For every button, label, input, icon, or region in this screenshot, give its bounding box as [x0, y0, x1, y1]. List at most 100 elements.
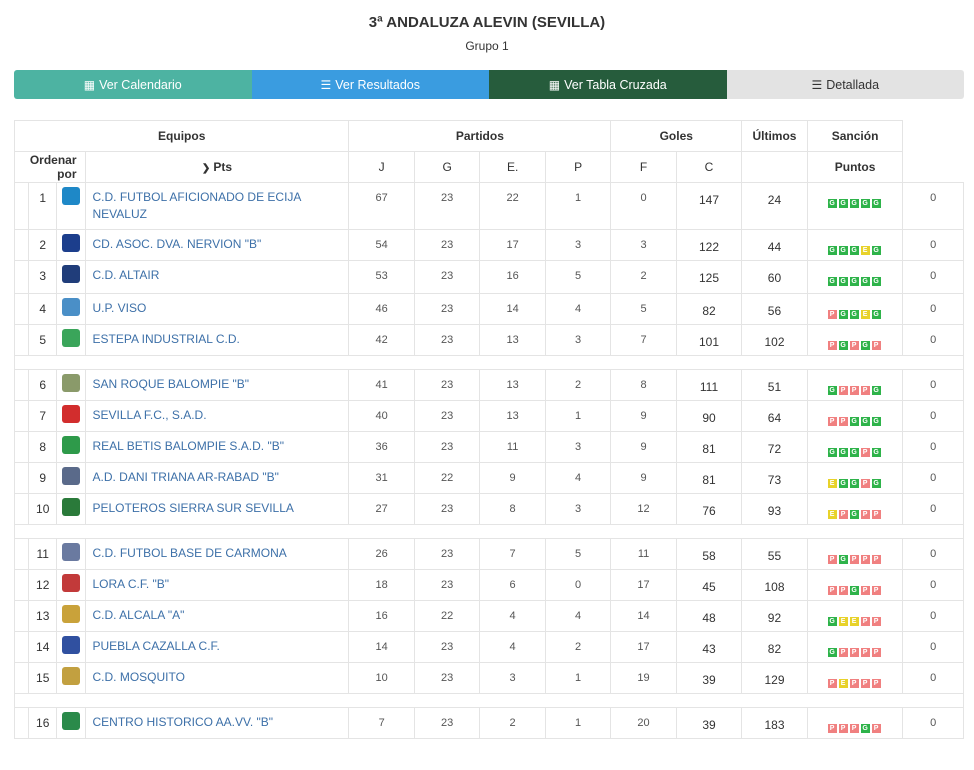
- team-points: 40: [348, 400, 415, 432]
- j-header: J: [348, 151, 415, 183]
- team-won: 3: [479, 662, 546, 694]
- team-crest-icon: [61, 265, 80, 283]
- team-goals-for: 111: [675, 369, 743, 401]
- table-row: 6 SAN ROQUE BALOMPIE "B" 41 23 13 2 8 111 51 G P P P…: [13, 369, 964, 401]
- result-badge: P: [860, 448, 870, 457]
- team-logo-cell: [56, 462, 86, 494]
- row-pad: [13, 493, 30, 525]
- result-badge: P: [860, 679, 870, 688]
- team-sanction: 0: [902, 707, 964, 739]
- team-goals-against: 73: [741, 462, 808, 494]
- team-name-link[interactable]: C.D. MOSQUITO: [84, 662, 350, 694]
- team-drawn: 5: [544, 260, 612, 294]
- team-played: 23: [413, 293, 481, 325]
- table-row: 2 CD. ASOC. DVA. NERVION "B" 54 23 17 3 3 122 44…: [13, 229, 964, 261]
- separator-cell: [14, 693, 964, 708]
- result-badge: P: [838, 724, 848, 733]
- team-name-link[interactable]: REAL BETIS BALOMPIE S.A.D. "B": [84, 431, 350, 463]
- team-sanction: 0: [902, 182, 964, 230]
- team-drawn: 4: [544, 600, 612, 632]
- team-name-link[interactable]: SEVILLA F.C., S.A.D.: [84, 400, 350, 432]
- team-position: 11: [28, 538, 58, 570]
- team-lost: 5: [610, 293, 677, 325]
- team-won: 22: [479, 182, 546, 230]
- cross-table-button[interactable]: ▦ Ver Tabla Cruzada: [489, 70, 727, 99]
- result-badge: G: [838, 277, 848, 286]
- result-badge: P: [860, 510, 870, 519]
- team-goals-against: 24: [741, 182, 808, 230]
- team-drawn: 1: [544, 662, 612, 694]
- team-points: 27: [348, 493, 415, 525]
- team-played: 23: [413, 182, 481, 230]
- table-row: 13 C.D. ALCALA "A" 16 22 4 4 14 48 92 G E E P P 0: [13, 600, 964, 632]
- team-goals-for: 81: [675, 431, 743, 463]
- result-badge: P: [849, 679, 859, 688]
- row-pad: [13, 293, 30, 325]
- result-badge: P: [871, 724, 881, 733]
- team-goals-against: 108: [741, 569, 808, 601]
- result-badge: P: [860, 648, 870, 657]
- pts-sort-header[interactable]: ❯ Pts: [84, 151, 350, 183]
- team-won: 17: [479, 229, 546, 261]
- results-button[interactable]: ☰ Ver Resultados: [251, 70, 489, 99]
- team-logo-cell: [56, 260, 86, 294]
- team-name-link[interactable]: CENTRO HISTORICO AA.VV. "B": [84, 707, 350, 739]
- team-lost: 9: [610, 400, 677, 432]
- team-goals-against: 93: [741, 493, 808, 525]
- team-name-link[interactable]: U.P. VISO: [84, 293, 350, 325]
- row-pad: [13, 707, 30, 739]
- team-name-link[interactable]: A.D. DANI TRIANA AR-RABAD "B": [84, 462, 350, 494]
- group-subtitle: Grupo 1: [465, 39, 509, 53]
- team-sanction: 0: [902, 538, 964, 570]
- team-name-link[interactable]: ESTEPA INDUSTRIAL C.D.: [84, 324, 350, 356]
- team-name-link[interactable]: C.D. FUTBOL BASE DE CARMONA: [84, 538, 350, 570]
- team-name-link[interactable]: C.D. FUTBOL AFICIONADO DE ECIJA NEVALUZ: [84, 182, 350, 230]
- team-won: 13: [479, 369, 546, 401]
- detailed-button[interactable]: ☰ Detallada: [726, 70, 964, 99]
- team-name-link[interactable]: SAN ROQUE BALOMPIE "B": [84, 369, 350, 401]
- result-badge: G: [871, 199, 881, 208]
- table-row: 15 C.D. MOSQUITO 10 23 3 1 19 39 129 P E P P P 0: [13, 662, 964, 694]
- team-name-link[interactable]: C.D. ALCALA "A": [84, 600, 350, 632]
- team-name-link[interactable]: PUEBLA CAZALLA C.F.: [84, 631, 350, 663]
- result-badge: P: [827, 724, 837, 733]
- team-goals-against: 56: [741, 293, 808, 325]
- team-position: 1: [28, 182, 58, 230]
- team-won: 4: [479, 631, 546, 663]
- team-sanction: 0: [902, 400, 964, 432]
- result-badge: G: [860, 199, 870, 208]
- team-points: 54: [348, 229, 415, 261]
- team-drawn: 1: [544, 182, 612, 230]
- calendar-button[interactable]: ▦ Ver Calendario: [14, 70, 252, 99]
- team-name-link[interactable]: CD. ASOC. DVA. NERVION "B": [84, 229, 350, 261]
- team-played: 23: [413, 229, 481, 261]
- row-pad: [13, 662, 30, 694]
- team-crest-icon: [61, 374, 80, 392]
- table-row: 5 ESTEPA INDUSTRIAL C.D. 42 23 13 3 7 101 102 P G P…: [13, 324, 964, 356]
- ultimos-sub-header: [741, 151, 808, 183]
- team-name-link[interactable]: LORA C.F. "B": [84, 569, 350, 601]
- result-badge: G: [838, 246, 848, 255]
- team-goals-for: 39: [675, 662, 743, 694]
- result-badge: E: [838, 679, 848, 688]
- team-sanction: 0: [902, 369, 964, 401]
- team-points: 53: [348, 260, 415, 294]
- team-played: 23: [413, 260, 481, 294]
- puntos-header: Puntos: [806, 151, 904, 183]
- team-name-link[interactable]: C.D. ALTAIR: [84, 260, 350, 294]
- equipos-header: Equipos: [13, 120, 350, 152]
- result-badge: E: [849, 617, 859, 626]
- team-goals-against: 102: [741, 324, 808, 356]
- team-played: 23: [413, 400, 481, 432]
- result-badge: P: [871, 555, 881, 564]
- team-sanction: 0: [902, 493, 964, 525]
- table-row: 4 U.P. VISO 46 23 14 4 5 82 56 P G G E G 0: [13, 293, 964, 325]
- team-logo-cell: [56, 707, 86, 739]
- team-drawn: 3: [544, 493, 612, 525]
- team-drawn: 3: [544, 324, 612, 356]
- team-name-link[interactable]: PELOTEROS SIERRA SUR SEVILLA: [84, 493, 350, 525]
- team-goals-for: 43: [675, 631, 743, 663]
- result-badge: P: [838, 510, 848, 519]
